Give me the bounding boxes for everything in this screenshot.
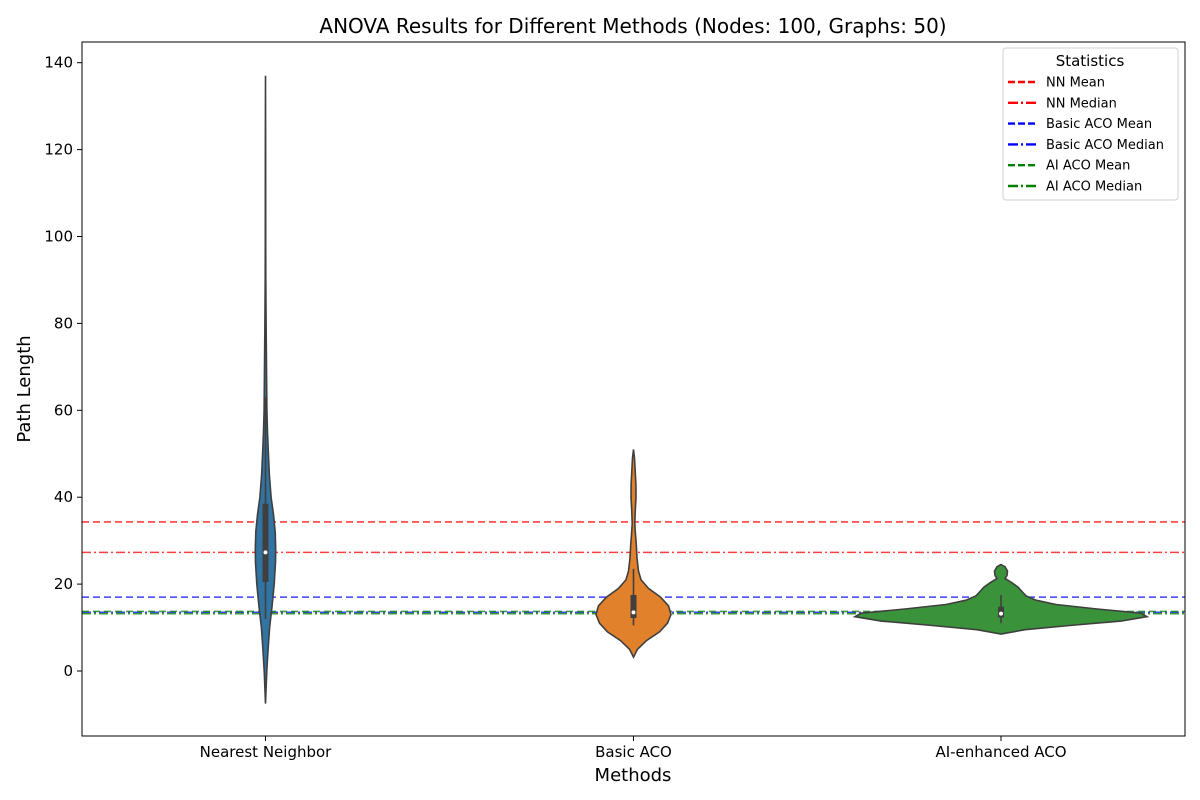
violin-median-dot (999, 611, 1003, 616)
y-tick-label: 140 (44, 54, 73, 72)
legend-title: Statistics (1056, 52, 1125, 70)
legend-label: Basic ACO Mean (1046, 117, 1152, 132)
x-tick-label: AI-enhanced ACO (935, 743, 1066, 761)
x-tick-label: Basic ACO (595, 743, 672, 761)
y-tick-label: 120 (44, 141, 73, 159)
y-tick-label: 80 (54, 314, 73, 332)
legend-label: AI ACO Median (1046, 180, 1142, 195)
x-tick-label: Nearest Neighbor (200, 743, 333, 761)
y-tick-label: 0 (63, 662, 73, 680)
y-axis: 0 20 40 60 80 100 120 140 (44, 54, 82, 680)
y-tick-label: 20 (54, 575, 73, 593)
x-axis-label: Methods (595, 765, 672, 786)
violin-body (595, 449, 672, 659)
legend-label: NN Median (1046, 96, 1117, 111)
violins (254, 75, 1150, 704)
violin-median-dot (263, 550, 268, 555)
y-tick-label: 40 (54, 488, 73, 506)
y-axis-label: Path Length (14, 335, 35, 442)
legend: Statistics NN Mean NN Median Basic ACO Mean… (1002, 47, 1179, 201)
x-axis: Nearest Neighbor Basic ACO AI-enhanced ACO (200, 736, 1067, 761)
y-tick-label: 60 (54, 401, 73, 419)
legend-label: Basic ACO Median (1046, 138, 1164, 153)
y-tick-label: 100 (44, 228, 73, 246)
violin-iqr-box (262, 503, 269, 582)
legend-box (1002, 47, 1179, 201)
violin-iqr-box (630, 594, 637, 618)
violin-median-dot (631, 610, 636, 615)
violin-body (254, 75, 277, 704)
chart-title: ANOVA Results for Different Methods (Nod… (319, 14, 946, 38)
legend-label: NN Mean (1046, 76, 1105, 91)
legend-label: AI ACO Mean (1046, 159, 1130, 174)
